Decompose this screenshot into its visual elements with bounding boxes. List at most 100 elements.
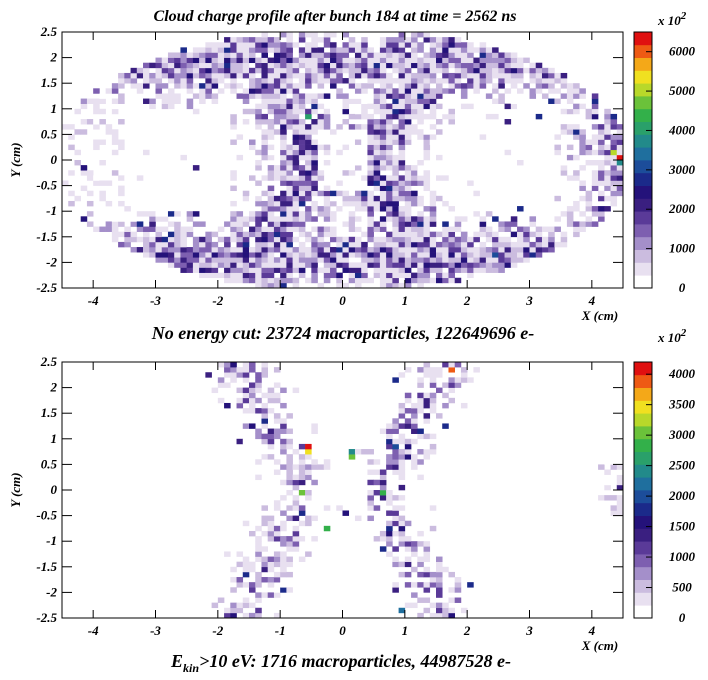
colorbar-swatch bbox=[634, 57, 652, 71]
heatmap-cell bbox=[417, 72, 424, 79]
heatmap-cell bbox=[224, 252, 231, 258]
heatmap-cell bbox=[448, 108, 455, 115]
heatmap-cell bbox=[292, 154, 300, 161]
heatmap-cell bbox=[292, 206, 300, 212]
heatmap-cell bbox=[579, 180, 586, 186]
heatmap-cell bbox=[535, 72, 543, 79]
heatmap-cell bbox=[155, 211, 163, 217]
heatmap-cell bbox=[442, 272, 449, 279]
heatmap-cell bbox=[298, 180, 306, 186]
heatmap-cell bbox=[398, 469, 406, 475]
heatmap-cell bbox=[504, 221, 512, 227]
heatmap-cell bbox=[604, 495, 611, 501]
heatmap-cell bbox=[261, 154, 268, 161]
heatmap-cell bbox=[448, 257, 455, 263]
heatmap-cell bbox=[485, 52, 493, 58]
heatmap-cell bbox=[398, 175, 406, 181]
heatmap-cell bbox=[404, 165, 412, 171]
heatmap-cell bbox=[236, 402, 244, 409]
heatmap-cell bbox=[305, 32, 312, 38]
heatmap-cell bbox=[286, 536, 293, 542]
heatmap-cell bbox=[273, 52, 281, 58]
heatmap-cell bbox=[317, 67, 325, 74]
heatmap-cell bbox=[398, 464, 406, 470]
heatmap-cell bbox=[180, 52, 187, 58]
heatmap-cell bbox=[261, 129, 268, 135]
heatmap-cell bbox=[111, 236, 119, 243]
heatmap-cell bbox=[404, 103, 412, 110]
heatmap-cell bbox=[429, 433, 437, 440]
heatmap-cell bbox=[124, 72, 131, 79]
heatmap-cell bbox=[317, 206, 325, 212]
heatmap-cell bbox=[598, 464, 605, 470]
heatmap-cell bbox=[404, 200, 412, 207]
heatmap-cell bbox=[74, 160, 81, 166]
heatmap-cell bbox=[373, 149, 381, 156]
heatmap-cell bbox=[292, 93, 300, 99]
heatmap-cell bbox=[249, 397, 256, 404]
heatmap-cell bbox=[504, 88, 512, 94]
heatmap-cell bbox=[280, 525, 287, 532]
colorbar-swatch bbox=[634, 579, 652, 593]
heatmap-cell bbox=[255, 160, 262, 166]
heatmap-cell bbox=[323, 464, 331, 470]
heatmap-cell bbox=[236, 67, 244, 74]
heatmap-cell bbox=[386, 216, 393, 222]
heatmap-cell bbox=[280, 93, 287, 99]
heatmap-cell bbox=[467, 83, 474, 89]
heatmap-cell bbox=[442, 262, 449, 268]
heatmap-cell bbox=[205, 231, 212, 238]
heatmap-cell bbox=[473, 67, 480, 74]
heatmap-cell bbox=[298, 129, 306, 135]
heatmap-cell bbox=[361, 454, 368, 460]
heatmap-cell bbox=[473, 247, 480, 253]
heatmap-cell bbox=[242, 67, 250, 74]
heatmap-cell bbox=[354, 226, 362, 232]
heatmap-cell bbox=[423, 367, 431, 373]
heatmap-cell bbox=[280, 247, 287, 253]
colorbar-swatch bbox=[634, 236, 652, 250]
heatmap-cell bbox=[467, 72, 474, 79]
heatmap-cell bbox=[554, 195, 561, 202]
heatmap-cell bbox=[392, 505, 399, 511]
heatmap-cell bbox=[436, 83, 443, 89]
heatmap-cell bbox=[143, 78, 150, 84]
heatmap-cell bbox=[118, 241, 125, 248]
heatmap-cell bbox=[573, 200, 580, 207]
heatmap-cell bbox=[80, 98, 88, 104]
heatmap-cell bbox=[554, 216, 561, 222]
heatmap-cell bbox=[86, 160, 94, 166]
heatmap-cell bbox=[143, 149, 150, 156]
heatmap-cell bbox=[136, 211, 144, 217]
heatmap-cell bbox=[311, 536, 318, 542]
heatmap-cell bbox=[155, 83, 163, 89]
heatmap-cell bbox=[442, 607, 449, 614]
heatmap-cell bbox=[292, 530, 300, 537]
heatmap-cell bbox=[236, 57, 244, 64]
heatmap-cell bbox=[192, 267, 200, 273]
heatmap-cell bbox=[367, 129, 374, 135]
heatmap-cell bbox=[273, 413, 281, 419]
heatmap-cell bbox=[230, 108, 237, 115]
plot-frame-bottom bbox=[61, 361, 624, 619]
heatmap-cell bbox=[298, 62, 306, 69]
heatmap-cell bbox=[560, 190, 568, 197]
colorbar-swatch bbox=[634, 438, 652, 452]
heatmap-cell bbox=[249, 154, 256, 161]
heatmap-cell bbox=[386, 257, 393, 263]
heatmap-cell bbox=[479, 72, 487, 79]
heatmap-cell bbox=[354, 83, 362, 89]
heatmap-cell bbox=[180, 236, 187, 243]
heatmap-cell bbox=[392, 587, 399, 593]
heatmap-cell bbox=[417, 397, 424, 404]
heatmap-cell bbox=[598, 170, 605, 176]
heatmap-cell bbox=[280, 252, 287, 258]
heatmap-cell bbox=[292, 57, 300, 64]
heatmap-cell bbox=[386, 231, 393, 238]
heatmap-cell bbox=[591, 139, 599, 145]
heatmap-cell bbox=[373, 180, 381, 186]
heatmap-cell bbox=[398, 42, 406, 48]
heatmap-cell bbox=[585, 200, 593, 207]
heatmap-cell bbox=[342, 195, 350, 202]
heatmap-cell bbox=[423, 257, 431, 263]
